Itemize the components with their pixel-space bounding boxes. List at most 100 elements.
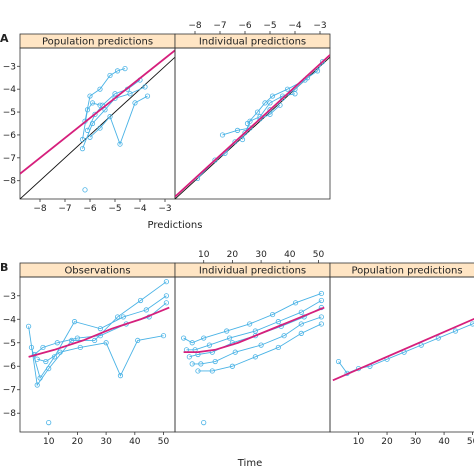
data-point-b-2-0-9 <box>469 321 474 327</box>
x-tick-bottom-label-a-0--8: −8 <box>33 204 47 214</box>
data-point-b-0-1-5 <box>120 314 126 320</box>
data-point-a-1-3-4 <box>284 86 291 92</box>
data-point-a-0-4-2 <box>107 114 113 120</box>
data-point-b-1-3-7 <box>318 314 324 320</box>
y-tick-label-a-0--4: −4 <box>3 85 17 95</box>
data-point-b-1-1-7 <box>318 297 324 304</box>
data-point-b-0-1-0 <box>28 344 35 351</box>
x-tick-bottom-label-b-2-10: 10 <box>353 437 365 447</box>
data-point-b-0-0-4 <box>92 337 98 344</box>
data-point-b-0-3-2 <box>57 349 63 355</box>
data-point-b-1-3-5 <box>281 333 287 339</box>
series-line-b-1-3 <box>192 316 322 365</box>
data-point-b-1-5-0 <box>201 420 207 426</box>
data-point-b-0-0-5 <box>114 314 121 320</box>
series-line-b-1-1 <box>186 300 322 351</box>
data-point-b-1-4-0 <box>195 368 201 374</box>
data-point-a-1-0-4 <box>242 130 248 136</box>
data-point-a-0-1-1 <box>87 93 93 99</box>
y-tick-label-a-0--7: −7 <box>3 154 16 164</box>
data-point-b-2-0-8 <box>452 328 459 334</box>
x-tick-bottom-label-a-0--5: −5 <box>108 204 121 214</box>
x-tick-bottom-label-a-0--3: −3 <box>158 204 171 214</box>
data-point-a-1-1-1 <box>234 127 241 133</box>
data-point-a-1-3-1 <box>254 109 261 115</box>
data-point-b-1-3-2 <box>212 358 218 365</box>
data-point-b-1-0-2 <box>201 335 207 341</box>
strip-title-a-1: Individual predictions <box>199 37 306 48</box>
series-line-a-0-1 <box>84 68 126 122</box>
data-point-a-0-3-2 <box>102 107 108 113</box>
x-tick-top-label-a-1--3: −3 <box>313 21 326 31</box>
data-point-a-1-4-0 <box>267 107 273 113</box>
strip-title-b-0: Observations <box>64 266 130 277</box>
data-point-a-1-0-3 <box>232 139 238 145</box>
strip-title-b-2: Population predictions <box>351 266 462 277</box>
data-point-b-0-3-5 <box>117 373 124 379</box>
data-point-b-1-3-6 <box>298 321 304 327</box>
data-point-b-1-1-2 <box>206 342 213 348</box>
y-tick-label-b-0--7: −7 <box>3 386 16 396</box>
data-point-a-0-1-2 <box>97 86 103 92</box>
data-point-b-2-0-6 <box>418 342 424 348</box>
data-point-b-0-2-2 <box>54 340 60 346</box>
data-point-a-0-4-5 <box>144 93 151 99</box>
data-point-a-1-4-1 <box>279 95 286 101</box>
y-tick-label-b-0--3: −3 <box>3 292 16 302</box>
x-tick-top-label-a-1--4: −4 <box>288 21 302 31</box>
x-tick-top-label-a-1--7: −7 <box>213 21 226 31</box>
panel-frame-a-1 <box>174 47 331 200</box>
data-point-b-0-0-6 <box>137 297 144 304</box>
data-point-a-0-1-3 <box>107 72 113 79</box>
series-line-a-0-2 <box>87 79 141 131</box>
data-point-a-0-0-2 <box>89 100 96 106</box>
x-tick-top-label-b-1-10: 10 <box>198 250 210 260</box>
data-point-a-1-4-4 <box>314 68 321 74</box>
data-point-b-0-3-1 <box>43 358 49 365</box>
data-point-a-1-1-0 <box>219 132 226 138</box>
data-point-a-1-3-2 <box>262 100 268 106</box>
x-tick-top-label-a-1--8: −8 <box>188 21 202 31</box>
y-tick-label-b-0--8: −8 <box>3 409 17 419</box>
data-point-a-1-2-0 <box>239 136 246 143</box>
x-tick-top-label-b-1-30: 30 <box>255 250 267 260</box>
y-tick-label-b-0--5: −5 <box>3 339 16 349</box>
data-point-b-0-0-0 <box>26 323 32 329</box>
x-tick-bottom-label-a-0--6: −6 <box>83 204 97 214</box>
smooth-line-b-0 <box>28 306 170 358</box>
data-point-b-2-0-0 <box>335 358 342 365</box>
x-tick-bottom-label-b-2-20: 20 <box>381 437 393 447</box>
data-point-a-0-0-0 <box>79 136 86 143</box>
strip-title-b-1: Individual predictions <box>199 266 306 277</box>
data-point-a-0-5-0 <box>82 187 88 193</box>
data-point-a-1-0-1 <box>212 157 218 163</box>
series-line-b-0-1 <box>31 295 167 380</box>
data-point-b-0-2-3 <box>74 335 81 341</box>
data-point-a-0-3-1 <box>89 120 96 127</box>
data-point-a-1-1-5 <box>277 102 283 108</box>
series-line-b-0-0 <box>28 281 167 387</box>
panel-plot-a-0 <box>20 49 175 199</box>
data-point-b-1-0-0 <box>181 335 187 341</box>
data-point-b-0-1-7 <box>163 293 169 299</box>
data-point-b-0-3-7 <box>160 333 167 339</box>
panel-plot-b-1 <box>181 290 325 426</box>
chart-layer: A Population predictions −8 −7 −6 −5 −4 −3 −8 −7 −… <box>0 21 474 469</box>
data-point-b-0-3-3 <box>77 344 83 351</box>
x-tick-bottom-label-b-2-40: 40 <box>438 437 450 447</box>
panel-plot-a-1 <box>175 54 330 199</box>
data-point-b-0-2-7 <box>163 300 169 306</box>
panel-letter-b: B <box>0 261 8 274</box>
smooth-line-b-2 <box>332 317 474 382</box>
smooth-line-b-1 <box>183 306 325 354</box>
x-axis-title-a: Predictions <box>148 220 203 231</box>
data-point-b-0-3-6 <box>135 337 141 344</box>
panel-plot-b-2 <box>332 317 474 382</box>
data-point-b-1-4-2 <box>229 363 236 369</box>
x-tick-top-label-a-1--6: −6 <box>238 21 252 31</box>
y-tick-label-a-0--8: −8 <box>3 177 17 187</box>
data-point-b-1-1-3 <box>226 335 233 341</box>
data-point-b-1-1-5 <box>275 319 281 325</box>
data-point-b-0-0-3 <box>69 337 75 344</box>
